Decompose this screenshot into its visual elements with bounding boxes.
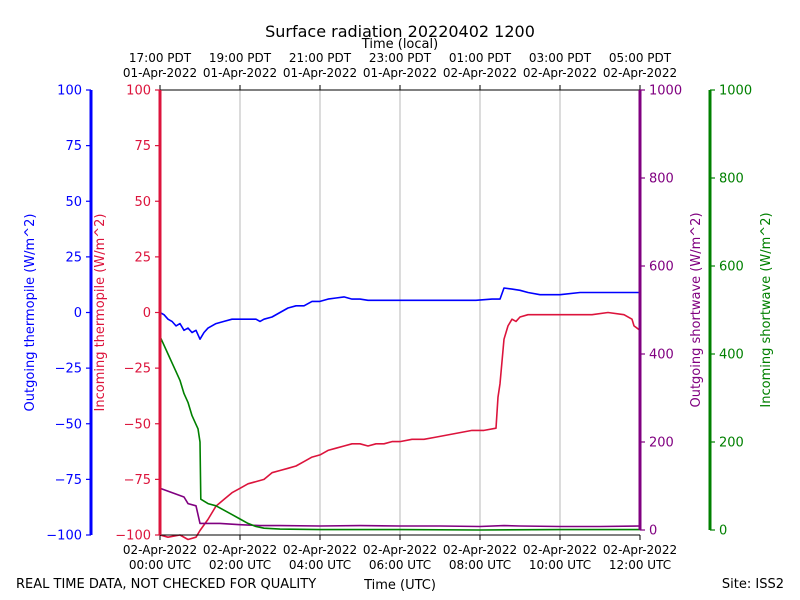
- top-tick-label: 19:00 PDT: [209, 51, 272, 65]
- top-tick-label: 01-Apr-2022: [283, 66, 357, 80]
- quality-note: REAL TIME DATA, NOT CHECKED FOR QUALITY: [16, 577, 316, 592]
- top-tick-label: 01-Apr-2022: [123, 66, 197, 80]
- series-line-in_thermo: [159, 311, 641, 541]
- out_thermo-tick-label: 25: [65, 250, 82, 265]
- bottom-tick-label: 02-Apr-2022: [603, 543, 677, 557]
- in_sw-tick-label: 200: [719, 436, 744, 451]
- top-tick-label: 02-Apr-2022: [523, 66, 597, 80]
- value-axes: −100 −75 −50 −25 0 25 50 75 100 Outgoing thermopi…: [23, 84, 774, 544]
- bottom-axis-label: Time (UTC): [363, 578, 436, 593]
- series-line-in_sw: [159, 336, 640, 531]
- bottom-tick-label: 12:00 UTC: [609, 558, 671, 572]
- bottom-tick-label: 02-Apr-2022: [523, 543, 597, 557]
- out_thermo-tick-label: −100: [46, 529, 82, 544]
- bottom-tick-label: 02-Apr-2022: [203, 543, 277, 557]
- in_sw-tick-label: 400: [719, 348, 744, 363]
- top-tick-label: 01:00 PDT: [449, 51, 512, 65]
- bottom-tick-label: 02-Apr-2022: [123, 543, 197, 557]
- out_thermo-tick-label: −25: [55, 362, 82, 377]
- in_thermo-axis-label: Incoming thermopile (W/m^2): [93, 214, 108, 412]
- in_thermo-tick-label: −100: [115, 529, 151, 544]
- bottom-tick-label: 06:00 UTC: [369, 558, 431, 572]
- bottom-tick-label: 10:00 UTC: [529, 558, 591, 572]
- in_thermo-tick-label: −50: [124, 417, 151, 432]
- top-axis-label: Time (local): [361, 37, 438, 52]
- out_sw-tick-label: 200: [649, 436, 674, 451]
- out_thermo-tick-label: −75: [55, 473, 82, 488]
- out_thermo-tick-label: 0: [74, 306, 82, 321]
- in_sw-tick-label: 800: [719, 172, 744, 187]
- chart-title: Surface radiation 20220402 1200: [265, 22, 535, 41]
- series-line-out_thermo: [159, 287, 640, 340]
- in_thermo-tick-label: −75: [124, 473, 151, 488]
- in_thermo-tick-label: 25: [134, 250, 151, 265]
- top-tick-label: 23:00 PDT: [369, 51, 432, 65]
- in_sw-axis-label: Incoming shortwave (W/m^2): [759, 212, 774, 407]
- top-tick-label: 21:00 PDT: [289, 51, 352, 65]
- in_thermo-tick-label: 75: [134, 139, 151, 154]
- out_sw-tick-label: 600: [649, 260, 674, 275]
- out_thermo-tick-label: 50: [65, 195, 82, 210]
- bottom-tick-label: 02-Apr-2022: [283, 543, 357, 557]
- top-tick-label: 02-Apr-2022: [603, 66, 677, 80]
- top-tick-label: 05:00 PDT: [609, 51, 672, 65]
- in_thermo-tick-label: 100: [126, 84, 151, 99]
- top-tick-label: 17:00 PDT: [129, 51, 192, 65]
- plot-lines: [159, 287, 641, 541]
- top-tick-label: 01-Apr-2022: [363, 66, 437, 80]
- in_thermo-tick-label: 0: [143, 306, 151, 321]
- bottom-tick-label: 02:00 UTC: [209, 558, 271, 572]
- bottom-tick-label: 02-Apr-2022: [443, 543, 517, 557]
- out_thermo-tick-label: 75: [65, 139, 82, 154]
- out_thermo-tick-label: −50: [55, 417, 82, 432]
- in_sw-tick-label: 1000: [719, 84, 752, 99]
- site-label: Site: ISS2: [722, 577, 784, 592]
- top-tick-label: 02-Apr-2022: [443, 66, 517, 80]
- top-tick-label: 03:00 PDT: [529, 51, 592, 65]
- bottom-tick-label: 08:00 UTC: [449, 558, 511, 572]
- in_sw-tick-label: 0: [719, 524, 727, 539]
- in_sw-tick-label: 600: [719, 260, 744, 275]
- out_thermo-axis-label: Outgoing thermopile (W/m^2): [23, 214, 38, 412]
- bottom-tick-label: 02-Apr-2022: [363, 543, 437, 557]
- out_sw-tick-label: 0: [649, 524, 657, 539]
- top-tick-label: 01-Apr-2022: [203, 66, 277, 80]
- bottom-tick-label: 00:00 UTC: [129, 558, 191, 572]
- in_thermo-tick-label: 50: [134, 195, 151, 210]
- out_sw-tick-label: 1000: [649, 84, 682, 99]
- out_thermo-tick-label: 100: [57, 84, 82, 99]
- bottom-tick-label: 04:00 UTC: [289, 558, 351, 572]
- gridlines: [239, 90, 561, 535]
- out_sw-tick-label: 400: [649, 348, 674, 363]
- series-line-out_sw: [159, 487, 641, 528]
- out_sw-tick-label: 800: [649, 172, 674, 187]
- out_sw-axis-label: Outgoing shortwave (W/m^2): [689, 212, 704, 407]
- in_thermo-tick-label: −25: [124, 362, 151, 377]
